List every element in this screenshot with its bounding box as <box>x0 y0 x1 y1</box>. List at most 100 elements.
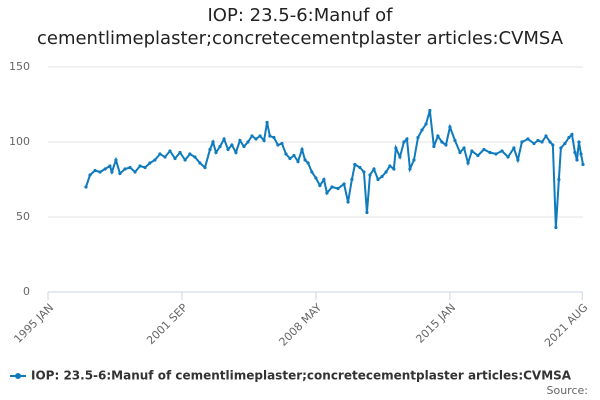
point <box>424 122 428 126</box>
point <box>262 138 266 143</box>
y-tick-label: 150 <box>9 60 30 73</box>
point <box>88 173 92 177</box>
point <box>384 170 388 174</box>
point <box>108 164 112 168</box>
point <box>163 155 167 159</box>
x-tick-label: 2001 SEP <box>144 301 190 347</box>
point <box>482 147 486 152</box>
point <box>365 210 369 215</box>
point <box>506 155 510 159</box>
point <box>362 170 366 174</box>
point <box>353 162 357 167</box>
point <box>500 149 504 153</box>
point <box>178 150 182 155</box>
point <box>310 170 314 174</box>
point <box>238 138 242 143</box>
point <box>168 149 172 153</box>
point <box>123 167 127 171</box>
point <box>296 159 300 164</box>
x-tick-label: 2021 AUG <box>542 301 591 350</box>
point <box>292 153 296 158</box>
x-tick-label: 2015 JAN <box>413 301 458 346</box>
point <box>226 147 230 152</box>
point <box>432 144 436 149</box>
point <box>462 146 466 150</box>
point <box>268 134 272 138</box>
point <box>346 200 350 204</box>
point <box>532 141 536 146</box>
point <box>368 173 372 177</box>
point <box>280 141 284 146</box>
point <box>188 152 192 156</box>
point <box>470 149 474 153</box>
x-tick-label: 2008 MAY <box>277 301 325 349</box>
point <box>573 150 577 155</box>
point <box>570 132 574 137</box>
point <box>103 167 107 171</box>
point <box>402 140 406 144</box>
point <box>300 147 304 152</box>
point <box>453 138 457 143</box>
source: Source: <box>547 384 589 397</box>
point <box>158 152 162 156</box>
chart-title: IOP: 23.5-6:Manuf of cementlimeplaster;c… <box>36 5 564 49</box>
point <box>284 152 288 156</box>
point <box>143 165 147 170</box>
point <box>554 225 558 230</box>
point <box>314 176 318 180</box>
point <box>548 140 552 144</box>
point <box>318 183 322 188</box>
point <box>551 143 555 147</box>
point <box>84 185 88 189</box>
point <box>230 143 234 147</box>
x-tick-label: 1995 JAN <box>11 301 56 346</box>
point <box>336 186 340 191</box>
point <box>376 177 380 182</box>
point <box>183 158 187 162</box>
point <box>394 146 398 150</box>
legend-label: IOP: 23.5-6:Manuf of cementlimeplaster;c… <box>31 369 572 383</box>
point <box>466 161 470 165</box>
point <box>222 137 226 141</box>
point <box>303 158 307 162</box>
point <box>436 134 440 138</box>
point <box>544 134 548 138</box>
y-tick-label: 50 <box>16 210 30 223</box>
point <box>254 137 258 141</box>
point <box>325 191 329 195</box>
point <box>372 167 376 171</box>
point <box>428 108 432 113</box>
point <box>412 158 416 162</box>
point <box>193 155 197 159</box>
point <box>306 161 310 165</box>
point <box>288 156 292 161</box>
point <box>392 167 396 171</box>
point <box>440 140 444 144</box>
point <box>153 158 157 162</box>
point <box>494 152 498 156</box>
point <box>512 146 516 150</box>
point <box>488 150 492 155</box>
point <box>581 162 585 167</box>
point <box>579 152 583 156</box>
point <box>138 164 142 168</box>
point <box>250 134 254 138</box>
point <box>380 174 384 179</box>
point <box>408 167 412 171</box>
point <box>98 170 102 174</box>
point <box>420 128 424 132</box>
point <box>203 165 207 170</box>
point <box>577 140 581 144</box>
point <box>476 153 480 158</box>
point <box>242 144 246 149</box>
point <box>93 168 97 173</box>
point <box>536 138 540 143</box>
point <box>516 158 520 162</box>
point <box>448 125 452 129</box>
point <box>563 141 567 146</box>
point <box>416 135 420 140</box>
point <box>557 177 561 182</box>
point <box>265 120 269 125</box>
